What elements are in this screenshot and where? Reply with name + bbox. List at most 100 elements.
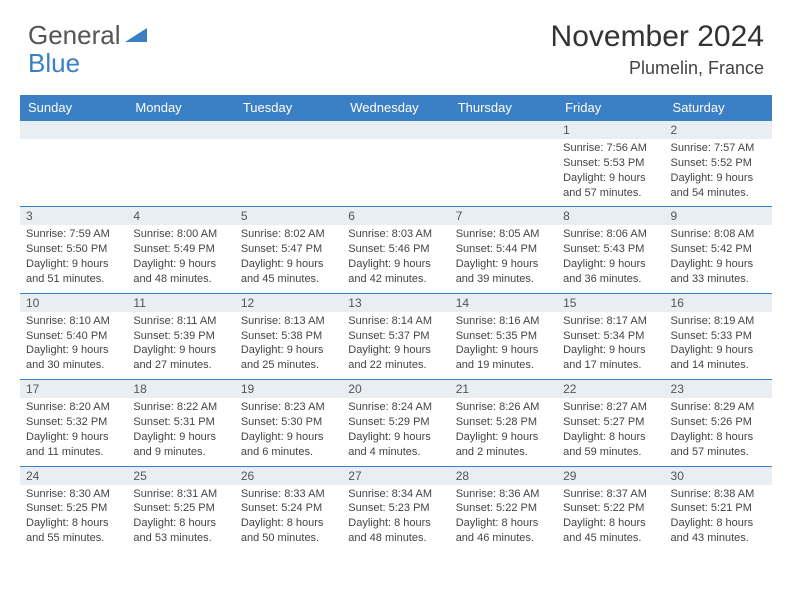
weekday-header: Friday <box>557 95 664 121</box>
day-number-cell: 17 <box>20 380 127 399</box>
daylight-line: Daylight: 9 hours and 2 minutes. <box>456 430 551 460</box>
day-number-cell: 24 <box>20 466 127 485</box>
day-info-cell: Sunrise: 8:20 AMSunset: 5:32 PMDaylight:… <box>20 398 127 466</box>
day-number-cell: 3 <box>20 207 127 226</box>
day-number-cell: 10 <box>20 293 127 312</box>
daylight-line: Daylight: 9 hours and 36 minutes. <box>563 257 658 287</box>
weekday-header: Thursday <box>450 95 557 121</box>
day-info-cell: Sunrise: 8:29 AMSunset: 5:26 PMDaylight:… <box>665 398 772 466</box>
day-number-cell: 15 <box>557 293 664 312</box>
sunrise-line: Sunrise: 8:19 AM <box>671 314 766 329</box>
sunset-line: Sunset: 5:38 PM <box>241 329 336 344</box>
daylight-line: Daylight: 9 hours and 25 minutes. <box>241 343 336 373</box>
day-info-cell: Sunrise: 8:36 AMSunset: 5:22 PMDaylight:… <box>450 485 557 552</box>
brand-text-general: General <box>28 20 121 51</box>
sunrise-line: Sunrise: 8:37 AM <box>563 487 658 502</box>
daylight-line: Daylight: 9 hours and 45 minutes. <box>241 257 336 287</box>
day-info-row: Sunrise: 8:10 AMSunset: 5:40 PMDaylight:… <box>20 312 772 380</box>
daylight-line: Daylight: 8 hours and 46 minutes. <box>456 516 551 546</box>
calendar-body: 12 Sunrise: 7:56 AMSunset: 5:53 PMDaylig… <box>20 121 772 552</box>
day-info-row: Sunrise: 7:56 AMSunset: 5:53 PMDaylight:… <box>20 139 772 207</box>
day-number-cell: 20 <box>342 380 449 399</box>
day-info-cell: Sunrise: 8:27 AMSunset: 5:27 PMDaylight:… <box>557 398 664 466</box>
day-info-cell: Sunrise: 8:14 AMSunset: 5:37 PMDaylight:… <box>342 312 449 380</box>
day-number-cell: 6 <box>342 207 449 226</box>
sunset-line: Sunset: 5:39 PM <box>133 329 228 344</box>
sunrise-line: Sunrise: 8:03 AM <box>348 227 443 242</box>
day-number-cell: 30 <box>665 466 772 485</box>
daylight-line: Daylight: 9 hours and 4 minutes. <box>348 430 443 460</box>
sunrise-line: Sunrise: 8:11 AM <box>133 314 228 329</box>
day-info-cell: Sunrise: 8:37 AMSunset: 5:22 PMDaylight:… <box>557 485 664 552</box>
day-info-cell: Sunrise: 8:11 AMSunset: 5:39 PMDaylight:… <box>127 312 234 380</box>
daylight-line: Daylight: 9 hours and 17 minutes. <box>563 343 658 373</box>
sunrise-line: Sunrise: 8:24 AM <box>348 400 443 415</box>
day-info-cell: Sunrise: 8:03 AMSunset: 5:46 PMDaylight:… <box>342 225 449 293</box>
brand-triangle-icon <box>125 24 147 47</box>
day-number-cell: 18 <box>127 380 234 399</box>
sunset-line: Sunset: 5:27 PM <box>563 415 658 430</box>
sunrise-line: Sunrise: 8:33 AM <box>241 487 336 502</box>
day-number-cell: 19 <box>235 380 342 399</box>
day-info-cell <box>235 139 342 207</box>
day-info-cell: Sunrise: 8:00 AMSunset: 5:49 PMDaylight:… <box>127 225 234 293</box>
day-number-cell: 16 <box>665 293 772 312</box>
daylight-line: Daylight: 9 hours and 6 minutes. <box>241 430 336 460</box>
sunrise-line: Sunrise: 8:34 AM <box>348 487 443 502</box>
day-info-cell: Sunrise: 8:02 AMSunset: 5:47 PMDaylight:… <box>235 225 342 293</box>
daylight-line: Daylight: 9 hours and 11 minutes. <box>26 430 121 460</box>
brand-text-blue: Blue <box>28 48 80 79</box>
sunset-line: Sunset: 5:22 PM <box>563 501 658 516</box>
day-info-cell: Sunrise: 8:31 AMSunset: 5:25 PMDaylight:… <box>127 485 234 552</box>
brand-logo: General <box>28 20 149 51</box>
sunrise-line: Sunrise: 8:22 AM <box>133 400 228 415</box>
daylight-line: Daylight: 8 hours and 48 minutes. <box>348 516 443 546</box>
sunrise-line: Sunrise: 8:14 AM <box>348 314 443 329</box>
sunset-line: Sunset: 5:26 PM <box>671 415 766 430</box>
daylight-line: Daylight: 9 hours and 22 minutes. <box>348 343 443 373</box>
day-number-cell: 27 <box>342 466 449 485</box>
day-number-cell: 21 <box>450 380 557 399</box>
day-info-cell <box>342 139 449 207</box>
daylight-line: Daylight: 8 hours and 57 minutes. <box>671 430 766 460</box>
day-info-cell: Sunrise: 8:16 AMSunset: 5:35 PMDaylight:… <box>450 312 557 380</box>
month-title: November 2024 <box>551 20 764 54</box>
sunset-line: Sunset: 5:29 PM <box>348 415 443 430</box>
daylight-line: Daylight: 9 hours and 9 minutes. <box>133 430 228 460</box>
daylight-line: Daylight: 9 hours and 30 minutes. <box>26 343 121 373</box>
day-number-cell <box>20 121 127 140</box>
sunset-line: Sunset: 5:46 PM <box>348 242 443 257</box>
sunset-line: Sunset: 5:50 PM <box>26 242 121 257</box>
day-info-cell: Sunrise: 7:56 AMSunset: 5:53 PMDaylight:… <box>557 139 664 207</box>
day-number-cell <box>235 121 342 140</box>
sunrise-line: Sunrise: 8:16 AM <box>456 314 551 329</box>
day-info-cell: Sunrise: 8:24 AMSunset: 5:29 PMDaylight:… <box>342 398 449 466</box>
day-info-cell: Sunrise: 7:59 AMSunset: 5:50 PMDaylight:… <box>20 225 127 293</box>
sunset-line: Sunset: 5:21 PM <box>671 501 766 516</box>
daylight-line: Daylight: 8 hours and 45 minutes. <box>563 516 658 546</box>
day-info-cell <box>127 139 234 207</box>
sunrise-line: Sunrise: 8:36 AM <box>456 487 551 502</box>
sunset-line: Sunset: 5:24 PM <box>241 501 336 516</box>
sunrise-line: Sunrise: 8:20 AM <box>26 400 121 415</box>
daylight-line: Daylight: 9 hours and 51 minutes. <box>26 257 121 287</box>
day-info-cell: Sunrise: 8:38 AMSunset: 5:21 PMDaylight:… <box>665 485 772 552</box>
sunset-line: Sunset: 5:33 PM <box>671 329 766 344</box>
sunset-line: Sunset: 5:43 PM <box>563 242 658 257</box>
day-number-cell: 11 <box>127 293 234 312</box>
day-number-row: 12 <box>20 121 772 140</box>
day-number-cell <box>450 121 557 140</box>
day-info-cell: Sunrise: 8:23 AMSunset: 5:30 PMDaylight:… <box>235 398 342 466</box>
weekday-header: Tuesday <box>235 95 342 121</box>
sunset-line: Sunset: 5:23 PM <box>348 501 443 516</box>
day-info-cell: Sunrise: 7:57 AMSunset: 5:52 PMDaylight:… <box>665 139 772 207</box>
sunset-line: Sunset: 5:31 PM <box>133 415 228 430</box>
sunrise-line: Sunrise: 8:31 AM <box>133 487 228 502</box>
weekday-header: Sunday <box>20 95 127 121</box>
day-info-cell: Sunrise: 8:08 AMSunset: 5:42 PMDaylight:… <box>665 225 772 293</box>
weekday-header-row: SundayMondayTuesdayWednesdayThursdayFrid… <box>20 95 772 121</box>
sunrise-line: Sunrise: 8:02 AM <box>241 227 336 242</box>
sunset-line: Sunset: 5:49 PM <box>133 242 228 257</box>
day-number-cell: 14 <box>450 293 557 312</box>
day-number-cell: 25 <box>127 466 234 485</box>
